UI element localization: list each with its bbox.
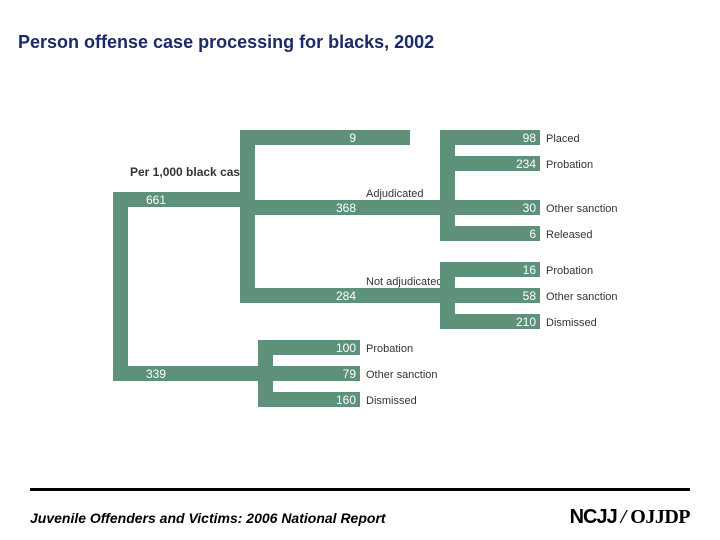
ojjdp-logo: OJJDP [630, 506, 690, 528]
svg-text:661: 661 [146, 193, 166, 207]
svg-text:58: 58 [523, 289, 537, 303]
svg-text:Placed: Placed [546, 133, 580, 145]
svg-text:284: 284 [336, 289, 356, 303]
svg-text:Probation: Probation [546, 265, 593, 277]
svg-text:Probation: Probation [546, 159, 593, 171]
page-title: Person offense case processing for black… [18, 32, 434, 53]
svg-text:98: 98 [523, 131, 537, 145]
svg-text:100: 100 [336, 341, 356, 355]
svg-text:Other sanction: Other sanction [546, 203, 618, 215]
svg-text:Released: Released [546, 229, 592, 241]
svg-text:234: 234 [516, 157, 536, 171]
svg-text:339: 339 [146, 367, 166, 381]
svg-text:9: 9 [349, 131, 356, 145]
svg-text:368: 368 [336, 201, 356, 215]
svg-text:79: 79 [343, 367, 357, 381]
svg-text:Not adjudicated: Not adjudicated [366, 276, 442, 288]
ncjj-logo: NCJJ [570, 506, 617, 528]
svg-text:160: 160 [336, 393, 356, 407]
svg-text:Dismissed: Dismissed [366, 395, 417, 407]
footer-rule [30, 488, 690, 491]
flow-diagram: Per 1,000 black cases661Petitioned339Not… [50, 110, 690, 410]
footer-logos: NCJJ/OJJDP [570, 506, 690, 529]
svg-text:30: 30 [523, 201, 537, 215]
svg-text:6: 6 [529, 227, 536, 241]
svg-text:16: 16 [523, 263, 537, 277]
svg-text:Probation: Probation [366, 343, 413, 355]
svg-text:210: 210 [516, 315, 536, 329]
svg-text:Dismissed: Dismissed [546, 317, 597, 329]
svg-text:Adjudicated: Adjudicated [366, 188, 424, 200]
svg-text:Per 1,000 black cases: Per 1,000 black cases [130, 165, 254, 179]
svg-text:Other sanction: Other sanction [546, 291, 618, 303]
footer-text: Juvenile Offenders and Victims: 2006 Nat… [30, 510, 386, 526]
svg-text:Other sanction: Other sanction [366, 369, 438, 381]
